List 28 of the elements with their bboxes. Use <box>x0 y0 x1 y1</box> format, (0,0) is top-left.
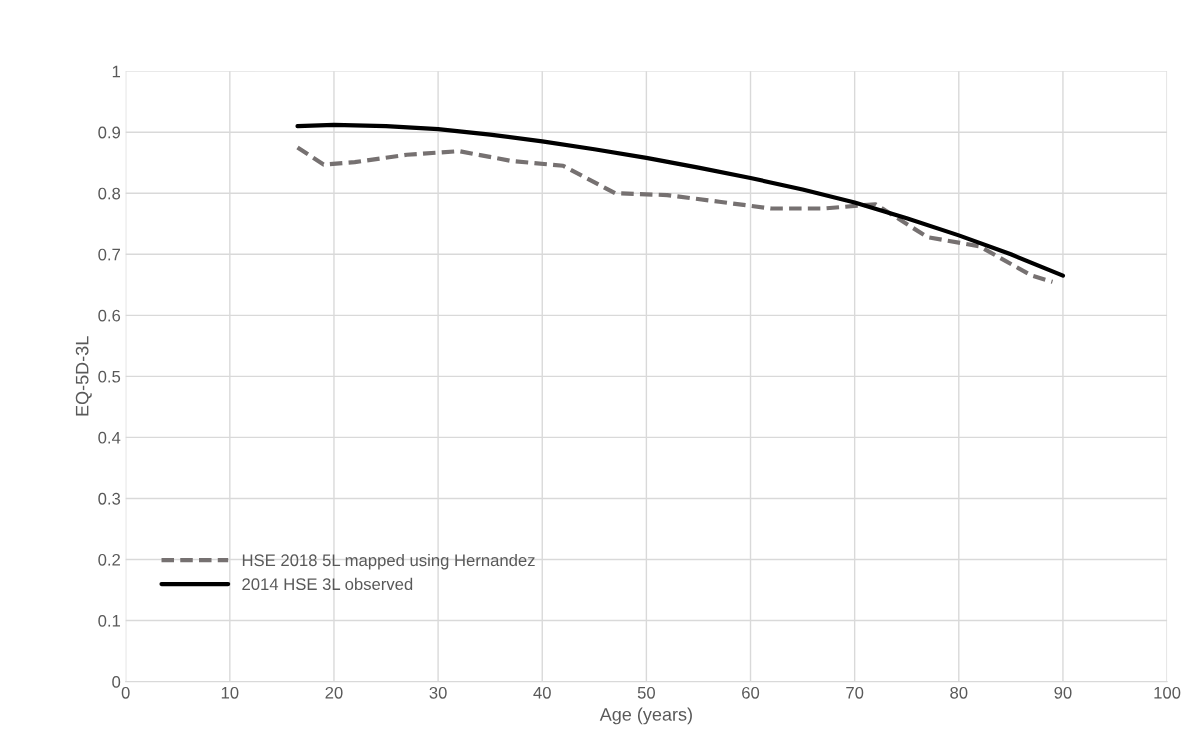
y-tick-label: 0.7 <box>98 248 120 261</box>
line-series <box>295 145 1055 284</box>
y-tick-label: 1 <box>112 65 121 78</box>
x-tick-label: 80 <box>950 686 968 699</box>
line-series <box>295 122 1066 278</box>
y-tick-label: 0.1 <box>98 614 121 627</box>
x-tick-label: 30 <box>429 686 447 699</box>
y-tick-label: 0.6 <box>98 309 121 322</box>
x-tick-label: 0 <box>121 686 130 699</box>
y-tick-label: 0.5 <box>98 370 121 383</box>
y-tick-label: 0.9 <box>98 126 121 139</box>
y-axis-title: EQ-5D-3L <box>75 336 92 416</box>
x-tick-label: 20 <box>325 686 343 699</box>
y-tick-label: 0.2 <box>98 553 120 566</box>
x-tick-label: 70 <box>846 686 864 699</box>
x-tick-label: 90 <box>1054 686 1072 699</box>
x-tick-label: 60 <box>742 686 760 699</box>
x-axis-title: Age (years) <box>599 707 692 725</box>
y-tick-label: 0.4 <box>98 431 121 444</box>
y-tick-label: 0 <box>112 675 121 688</box>
x-tick-label: 50 <box>637 686 655 699</box>
x-tick-label: 10 <box>221 686 239 699</box>
x-tick-label: 100 <box>1154 686 1181 699</box>
x-tick-label: 40 <box>533 686 551 699</box>
legend-label: 2014 HSE 3L observed <box>242 577 413 591</box>
legend-label: HSE 2018 5L mapped using Hernandez <box>242 553 535 570</box>
y-tick-label: 0.8 <box>98 187 121 200</box>
y-tick-label: 0.3 <box>98 492 121 505</box>
